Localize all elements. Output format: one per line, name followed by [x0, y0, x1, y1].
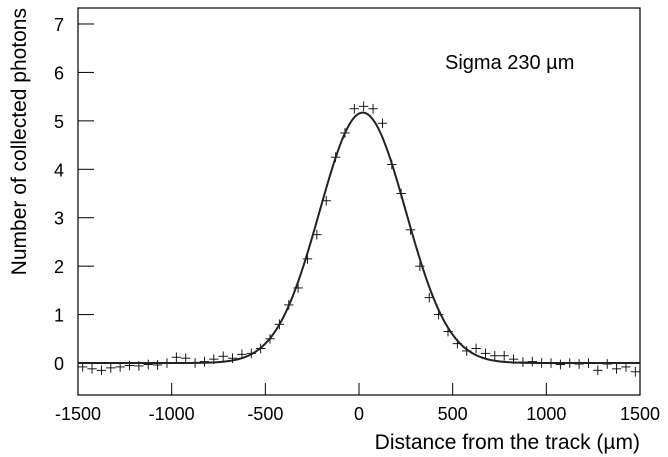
data-point [349, 103, 359, 114]
y-tick-label: 6 [54, 63, 64, 83]
data-point [377, 118, 388, 129]
y-tick-label: 2 [54, 257, 64, 277]
data-point [96, 365, 107, 376]
data-point [359, 101, 369, 112]
annotation: Sigma 230 µm [445, 52, 574, 74]
x-tick-label: 500 [438, 404, 468, 424]
x-axis-title: Distance from the track (µm) [375, 431, 640, 454]
y-tick-label: 1 [54, 306, 64, 326]
y-tick-label: 7 [54, 15, 64, 35]
x-tick-label: 1500 [620, 404, 660, 424]
data-point [152, 360, 163, 370]
data-point [630, 366, 640, 377]
data-point [480, 348, 491, 359]
data-point [199, 356, 210, 367]
data-point [87, 364, 97, 374]
data-point [490, 350, 500, 361]
x-tick-label: 1000 [526, 404, 566, 424]
data-point [593, 365, 603, 376]
x-tick-label: -1500 [55, 404, 101, 424]
data-point [555, 359, 566, 370]
data-point [527, 356, 537, 367]
data-point [106, 363, 116, 373]
x-tick-label: -500 [247, 404, 283, 424]
data-point [471, 343, 481, 354]
data-point [181, 353, 191, 364]
y-tick-label: 5 [54, 112, 64, 132]
data-point [611, 364, 622, 374]
data-point [171, 352, 182, 363]
y-tick-label: 3 [54, 209, 64, 229]
x-tick-label: 0 [354, 404, 364, 424]
y-axis-title: Number of collected photons [8, 8, 31, 275]
data-point [499, 350, 509, 361]
y-tick-label: 4 [54, 160, 64, 180]
y-tick-label: 0 [54, 354, 64, 374]
data-point [368, 103, 378, 114]
data-point [143, 359, 153, 370]
fit-curve [78, 111, 640, 365]
x-tick-label: -1000 [149, 404, 195, 424]
data-point [218, 351, 228, 362]
